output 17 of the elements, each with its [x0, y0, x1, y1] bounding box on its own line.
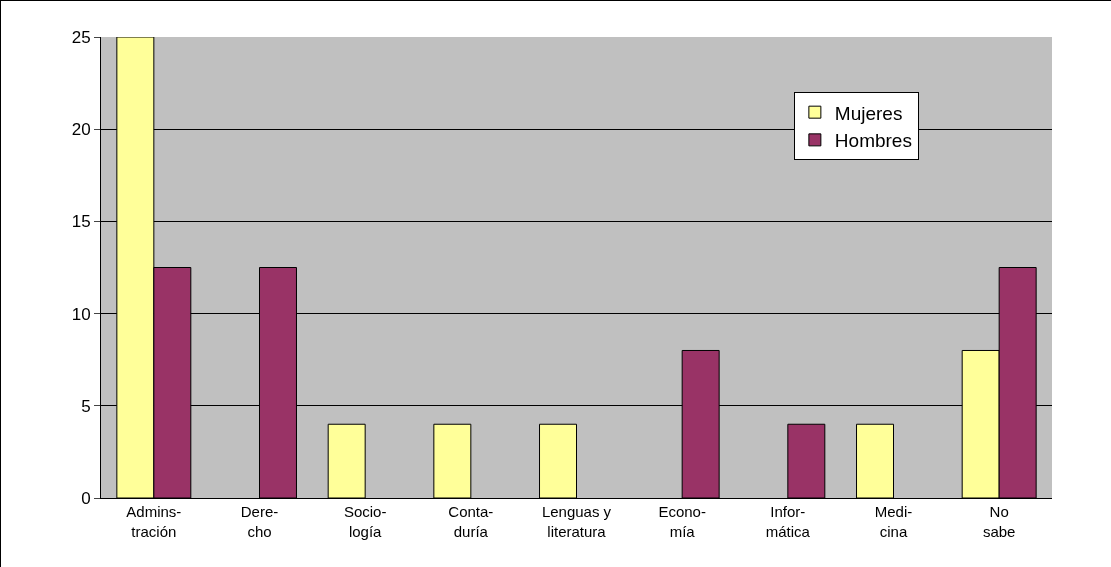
x-tick-label: Medi- cina [874, 503, 913, 540]
y-tick-label: 15 [71, 212, 91, 232]
y-tick-label: 10 [71, 304, 91, 324]
legend-label: Hombres [834, 130, 912, 152]
y-tick-label: 5 [81, 396, 91, 416]
x-tick-label: Econo- mía [658, 503, 706, 540]
x-tick-label: Dere- cho [240, 503, 279, 540]
x-tick-label: Admins- tración [126, 503, 182, 540]
x-tick-label: Conta- duría [448, 503, 494, 540]
legend-label: Mujeres [834, 102, 903, 124]
x-tick-label: No sabe [982, 503, 1016, 540]
x-tick-label: Socio- logía [343, 503, 387, 540]
y-tick-label: 20 [71, 120, 91, 140]
y-tick-label: 25 [71, 27, 91, 47]
y-tick-label: 0 [81, 488, 91, 508]
x-tick-label: Infor- mática [765, 503, 811, 540]
x-tick-label: Lenguas y literatura [541, 503, 612, 540]
